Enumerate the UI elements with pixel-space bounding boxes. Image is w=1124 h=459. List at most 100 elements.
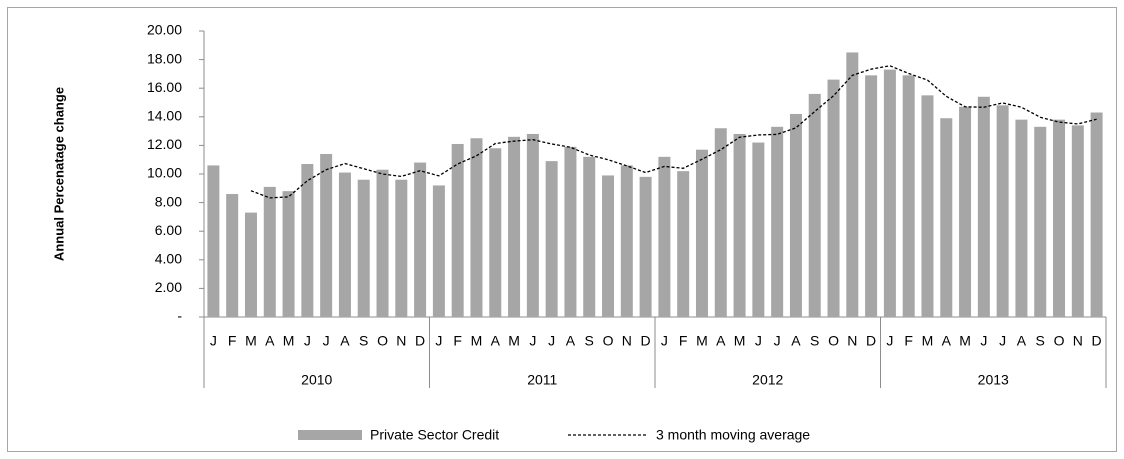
bar <box>583 156 596 317</box>
x-tick-label: M <box>734 333 746 349</box>
x-tick-label: J <box>661 333 668 349</box>
x-tick-label: O <box>828 333 839 349</box>
x-tick-label: J <box>774 333 781 349</box>
y-tick-label: 8.00 <box>155 193 182 209</box>
bar <box>902 75 915 317</box>
bar <box>752 142 765 317</box>
bar <box>545 161 558 317</box>
x-tick-label: J <box>304 333 311 349</box>
legend-label: Private Sector Credit <box>370 427 499 443</box>
bar <box>301 163 314 317</box>
bar <box>921 95 934 317</box>
bar <box>1071 125 1084 317</box>
bar <box>940 118 953 317</box>
bar <box>451 143 464 317</box>
bar <box>320 153 333 317</box>
group-label: 2012 <box>752 372 783 388</box>
bar <box>338 172 351 317</box>
bar <box>771 126 784 317</box>
bar <box>959 106 972 317</box>
bar <box>508 136 521 317</box>
x-tick-label: A <box>942 333 952 349</box>
x-tick-label: N <box>622 333 632 349</box>
x-tick-label: J <box>210 333 217 349</box>
x-tick-label: J <box>435 333 442 349</box>
x-tick-label: J <box>999 333 1006 349</box>
bar <box>244 212 257 317</box>
bar <box>414 162 427 317</box>
bar <box>226 194 239 317</box>
x-tick-label: S <box>1036 333 1045 349</box>
x-tick-label: J <box>548 333 555 349</box>
bar <box>432 185 445 317</box>
bar <box>1053 119 1066 317</box>
x-tick-label: S <box>810 333 819 349</box>
y-tick-label: - <box>177 308 182 324</box>
bar <box>846 52 859 317</box>
x-tick-label: F <box>679 333 688 349</box>
y-tick-label: 4.00 <box>155 251 182 267</box>
x-tick-label: A <box>716 333 726 349</box>
bar <box>602 175 615 317</box>
x-tick-label: F <box>904 333 913 349</box>
bar <box>376 169 389 317</box>
bar <box>526 133 539 317</box>
x-tick-label: O <box>603 333 614 349</box>
bar <box>977 96 990 317</box>
x-tick-label: J <box>755 333 762 349</box>
x-tick-label: M <box>959 333 971 349</box>
x-tick-label: M <box>922 333 934 349</box>
x-tick-label: N <box>847 333 857 349</box>
x-tick-label: D <box>641 333 651 349</box>
x-tick-label: M <box>283 333 295 349</box>
x-tick-label: S <box>359 333 368 349</box>
y-tick-label: 16.00 <box>147 79 182 95</box>
bar <box>620 165 633 317</box>
x-tick-label: S <box>585 333 594 349</box>
bar <box>470 138 483 317</box>
bar <box>1015 119 1028 317</box>
group-label: 2013 <box>978 372 1009 388</box>
x-tick-label: A <box>1017 333 1027 349</box>
x-tick-label: M <box>245 333 257 349</box>
bar <box>808 93 821 317</box>
group-label: 2010 <box>301 372 332 388</box>
x-tick-label: N <box>1073 333 1083 349</box>
x-tick-label: J <box>886 333 893 349</box>
y-tick-label: 2.00 <box>155 279 182 295</box>
bar <box>263 186 276 317</box>
x-tick-label: A <box>566 333 576 349</box>
x-tick-label: D <box>415 333 425 349</box>
x-tick-label: J <box>529 333 536 349</box>
x-tick-label: D <box>866 333 876 349</box>
x-tick-label: A <box>265 333 275 349</box>
bar <box>282 191 295 317</box>
x-tick-label: M <box>696 333 708 349</box>
x-tick-label: J <box>323 333 330 349</box>
bar <box>695 149 708 317</box>
x-tick-label: F <box>453 333 462 349</box>
bar <box>658 156 671 317</box>
bar <box>865 75 878 317</box>
x-tick-label: A <box>340 333 350 349</box>
bar <box>996 105 1009 317</box>
x-tick-label: J <box>980 333 987 349</box>
x-tick-label: M <box>508 333 520 349</box>
bar <box>395 179 408 317</box>
y-tick-label: 6.00 <box>155 222 182 238</box>
y-axis-label: Annual Percenatage change <box>51 87 66 261</box>
y-tick-label: 14.00 <box>147 108 182 124</box>
bar <box>733 133 746 317</box>
x-tick-label: A <box>791 333 801 349</box>
bar <box>489 148 502 317</box>
line <box>250 65 1097 199</box>
bar <box>639 176 652 317</box>
y-tick-label: 18.00 <box>147 50 182 66</box>
x-tick-label: O <box>1054 333 1065 349</box>
x-tick-label: D <box>1092 333 1102 349</box>
x-tick-label: M <box>471 333 483 349</box>
bar <box>677 171 690 317</box>
bar <box>1034 126 1047 317</box>
bar <box>827 79 840 318</box>
